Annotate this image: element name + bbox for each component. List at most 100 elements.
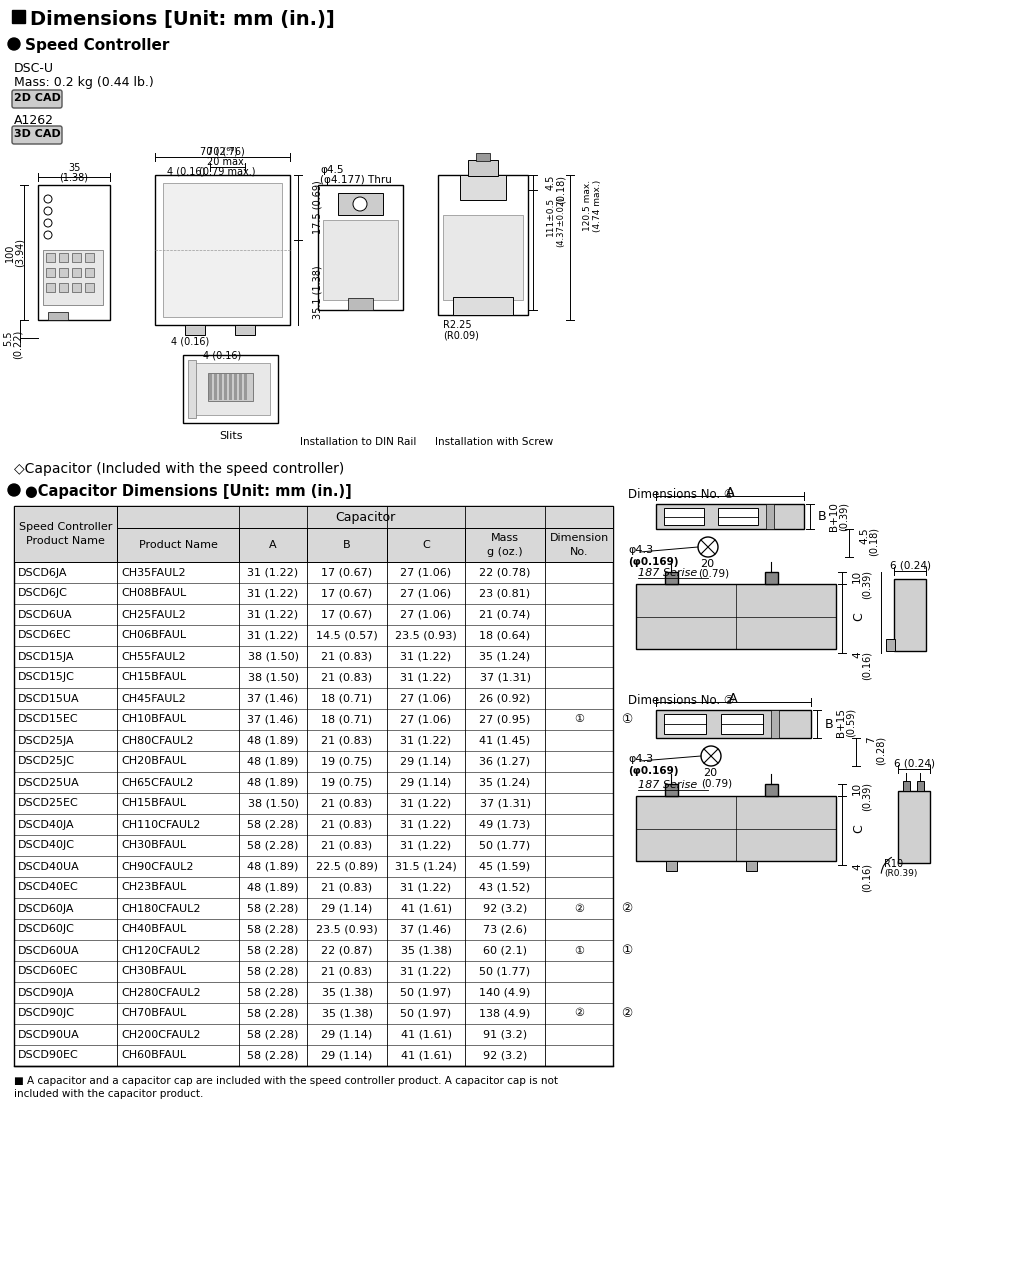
Text: 49 (1.73): 49 (1.73) (480, 819, 531, 829)
Text: ●Capacitor Dimensions [Unit: mm (in.)]: ●Capacitor Dimensions [Unit: mm (in.)] (25, 484, 352, 499)
Text: 31 (1.22): 31 (1.22) (400, 841, 451, 850)
Text: CH180CFAUL2: CH180CFAUL2 (121, 904, 200, 914)
Text: (0.79 max.): (0.79 max.) (199, 166, 255, 175)
Bar (318, 186, 403, 310)
Bar (903, 781, 910, 791)
Text: DSCD60EC: DSCD60EC (18, 966, 79, 977)
Circle shape (353, 197, 367, 211)
Text: 29 (1.14): 29 (1.14) (400, 777, 451, 787)
Text: 73 (2.6): 73 (2.6) (483, 924, 527, 934)
Bar (12, 10, 25, 23)
Text: 37 (1.46): 37 (1.46) (247, 714, 298, 724)
Bar (191, 364, 270, 415)
Text: φ4.3: φ4.3 (628, 545, 653, 556)
Text: 14.5 (0.57): 14.5 (0.57) (317, 631, 378, 640)
Text: 4 (0.16): 4 (0.16) (203, 349, 242, 360)
Bar (894, 579, 926, 652)
Text: 140 (4.9): 140 (4.9) (480, 987, 531, 997)
Bar (545, 527, 613, 562)
Text: included with the capacitor product.: included with the capacitor product. (14, 1089, 203, 1100)
Text: 22 (0.87): 22 (0.87) (322, 946, 373, 955)
Text: 31 (1.22): 31 (1.22) (247, 631, 298, 640)
Text: 2D CAD: 2D CAD (13, 93, 60, 102)
Text: CH40BFAUL: CH40BFAUL (121, 924, 186, 934)
Text: 29 (1.14): 29 (1.14) (322, 1029, 373, 1039)
Bar (85, 268, 94, 276)
Text: 36 (1.27): 36 (1.27) (480, 756, 531, 767)
Text: (0.39): (0.39) (839, 502, 849, 531)
Circle shape (701, 746, 721, 765)
Bar (183, 355, 278, 422)
Text: 27 (1.06): 27 (1.06) (400, 589, 451, 599)
Text: 111±0.5: 111±0.5 (546, 197, 555, 236)
Text: 17 (0.67): 17 (0.67) (322, 609, 373, 620)
Text: CH90CFAUL2: CH90CFAUL2 (121, 861, 194, 872)
Bar (72, 253, 81, 262)
Text: B: B (825, 718, 833, 731)
Text: A: A (270, 540, 277, 550)
Text: 31 (1.22): 31 (1.22) (400, 736, 451, 745)
Text: 120.5 max.: 120.5 max. (583, 180, 592, 232)
Bar (244, 374, 247, 399)
Text: 21 (0.83): 21 (0.83) (322, 966, 373, 977)
Text: (0.79): (0.79) (698, 570, 729, 579)
Text: 35: 35 (67, 163, 81, 173)
Bar (214, 374, 217, 399)
Circle shape (44, 219, 52, 227)
Text: B+15: B+15 (836, 708, 846, 737)
Text: CH25FAUL2: CH25FAUL2 (121, 609, 186, 620)
Bar (665, 572, 678, 584)
Text: 187 Serise: 187 Serise (638, 568, 697, 579)
Text: 43 (1.52): 43 (1.52) (480, 882, 531, 892)
Text: DSCD25UA: DSCD25UA (18, 777, 80, 787)
Text: A: A (726, 486, 734, 499)
Text: C: C (422, 540, 430, 550)
Text: 35.1 (1.38): 35.1 (1.38) (312, 266, 322, 319)
Text: ①: ① (574, 714, 584, 724)
Text: 48 (1.89): 48 (1.89) (247, 736, 299, 745)
Text: 21 (0.83): 21 (0.83) (322, 652, 373, 662)
Text: 6 (0.24): 6 (0.24) (889, 561, 930, 571)
Text: Mass
g (oz.): Mass g (oz.) (487, 534, 523, 557)
Text: φ4.3: φ4.3 (628, 754, 653, 764)
Text: 37 (1.31): 37 (1.31) (480, 799, 531, 809)
Circle shape (44, 195, 52, 204)
Text: (0.18): (0.18) (556, 175, 566, 204)
Bar (218, 374, 222, 399)
Bar (721, 714, 763, 733)
Text: φ4.5: φ4.5 (320, 165, 343, 175)
Bar (85, 283, 94, 292)
Bar (43, 250, 103, 305)
Text: 29 (1.14): 29 (1.14) (400, 756, 451, 767)
Bar (636, 584, 836, 649)
Text: R10: R10 (884, 859, 904, 869)
Bar (72, 283, 81, 292)
Text: 20 max.: 20 max. (207, 157, 247, 166)
Bar (665, 783, 678, 796)
Text: DSCD90EC: DSCD90EC (18, 1051, 79, 1061)
Text: 31 (1.22): 31 (1.22) (247, 609, 298, 620)
Text: DSCD6JA: DSCD6JA (18, 567, 67, 577)
Text: DSCD90JA: DSCD90JA (18, 987, 75, 997)
Text: (0.79): (0.79) (701, 778, 732, 788)
Text: 7: 7 (866, 736, 876, 742)
Text: DSCD15JA: DSCD15JA (18, 652, 75, 662)
Text: 21 (0.83): 21 (0.83) (322, 799, 373, 809)
Text: 58 (2.28): 58 (2.28) (247, 904, 299, 914)
Text: 58 (2.28): 58 (2.28) (247, 1051, 299, 1061)
Bar (657, 710, 811, 739)
Text: DSCD40EC: DSCD40EC (18, 882, 79, 892)
Text: 31 (1.22): 31 (1.22) (247, 567, 298, 577)
Text: CH200CFAUL2: CH200CFAUL2 (121, 1029, 200, 1039)
Text: DSCD90UA: DSCD90UA (18, 1029, 80, 1039)
Text: (φ0.169): (φ0.169) (628, 765, 679, 776)
Text: 58 (2.28): 58 (2.28) (247, 946, 299, 955)
Text: 18 (0.71): 18 (0.71) (322, 714, 373, 724)
Text: 27 (1.06): 27 (1.06) (400, 567, 451, 577)
Text: CH15BFAUL: CH15BFAUL (121, 799, 186, 809)
Text: 21 (0.83): 21 (0.83) (322, 736, 373, 745)
Bar (117, 506, 613, 527)
Text: 31 (1.22): 31 (1.22) (400, 652, 451, 662)
Text: A: A (729, 692, 738, 705)
Bar (657, 504, 804, 529)
